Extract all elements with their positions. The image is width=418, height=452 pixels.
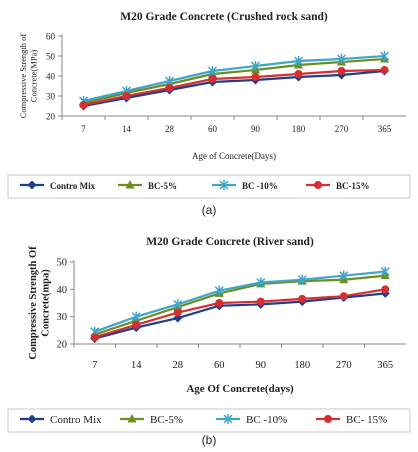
x-tick-label: 180 — [294, 360, 310, 371]
x-tick-label: 7 — [81, 124, 86, 134]
x-axis-label: Age Of Concrete(days) — [186, 383, 294, 395]
x-tick-label: 28 — [165, 124, 175, 134]
x-tick-label: 14 — [122, 124, 132, 134]
chart-title: M20 Grade Concrete (River sand) — [146, 236, 314, 248]
x-tick-label: 60 — [208, 124, 218, 134]
y-axis-label: Compressive Strength Of Concrete(mpa) — [28, 246, 52, 360]
legend-label: Contro Mix — [50, 181, 96, 191]
series-line — [94, 274, 386, 336]
data-point — [90, 333, 99, 342]
x-tick-label: 7 — [92, 360, 97, 371]
legend-label: BC -10% — [246, 414, 287, 426]
y-axis-label-line2: Concrete(MPa) — [29, 50, 39, 103]
series-line — [94, 288, 386, 339]
data-point — [208, 75, 217, 83]
x-tick-label: 365 — [378, 124, 392, 134]
series-line — [83, 57, 385, 105]
legend-label: Contro Mix — [50, 414, 102, 426]
data-point — [131, 311, 141, 322]
y-axis-label-line1: Compressive Strength Of — [28, 246, 39, 360]
data-point — [293, 56, 304, 66]
y-tick-label: 30 — [46, 92, 56, 102]
data-point — [339, 270, 349, 281]
data-point — [256, 277, 266, 288]
series-3 — [79, 66, 389, 109]
legend-label: BC- 15% — [346, 414, 387, 426]
data-point — [294, 70, 303, 78]
data-point — [298, 294, 307, 303]
x-axis-label: Age of Concrete(Days) — [192, 151, 276, 161]
x-tick-label: 28 — [173, 360, 184, 371]
legend-marker — [27, 414, 37, 424]
data-point — [380, 66, 389, 74]
data-point — [251, 73, 260, 81]
legend-marker — [127, 414, 137, 423]
data-point — [79, 101, 88, 109]
legend-marker — [223, 414, 233, 424]
y-axis-label: Compressive Strength ofConcrete(MPa) — [18, 34, 39, 119]
data-point — [379, 51, 390, 61]
series-line — [94, 270, 386, 333]
data-point — [173, 308, 182, 317]
data-point — [165, 84, 174, 92]
y-tick-label: 50 — [57, 258, 68, 269]
legend-box — [7, 408, 411, 433]
data-point — [297, 274, 307, 285]
x-tick-label: 180 — [292, 124, 306, 134]
series-3 — [90, 285, 390, 342]
y-axis-label-line1: Compressive Strength of — [18, 34, 28, 119]
data-point — [250, 61, 261, 71]
x-tick-label: 60 — [214, 360, 225, 371]
series-line — [94, 292, 386, 340]
series-line — [83, 54, 385, 103]
x-tick-label: 14 — [131, 360, 142, 371]
y-axis-label-line2: Concrete(mpa) — [41, 269, 52, 337]
data-point — [336, 54, 347, 64]
legend-label: BC-15% — [336, 181, 370, 191]
legend-marker — [314, 181, 322, 189]
data-point — [207, 66, 218, 76]
x-tick-label: 270 — [336, 360, 352, 371]
data-point — [132, 320, 141, 329]
data-point — [337, 67, 346, 75]
y-tick-label: 60 — [46, 32, 56, 42]
x-tick-label: 365 — [377, 360, 393, 371]
legend-label: BC-5% — [148, 181, 177, 191]
data-point — [381, 285, 390, 294]
data-point — [380, 266, 390, 277]
y-tick-label: 30 — [57, 312, 68, 323]
series-2 — [90, 266, 390, 337]
y-tick-label: 40 — [57, 285, 68, 296]
series-line — [83, 68, 385, 107]
panel-caption: (a) — [202, 203, 217, 217]
chart-a: M20 Grade Concrete (Crushed rock sand) 20… — [7, 11, 411, 217]
data-point — [215, 299, 224, 307]
y-tick-label: 20 — [46, 112, 56, 122]
legend-marker — [125, 180, 135, 189]
data-point — [339, 292, 348, 301]
legend-label: BC-5% — [150, 414, 183, 426]
x-tick-label: 90 — [251, 124, 261, 134]
legend-marker — [219, 180, 229, 190]
data-point — [256, 297, 265, 306]
y-tick-label: 50 — [46, 52, 56, 62]
legend-label: BC -10% — [242, 181, 278, 191]
legend-marker — [324, 415, 332, 423]
data-point — [214, 285, 224, 296]
x-tick-label: 270 — [335, 124, 349, 134]
legend-box — [7, 174, 411, 199]
chart-title: M20 Grade Concrete (Crushed rock sand) — [120, 11, 328, 23]
x-tick-label: 90 — [256, 360, 267, 371]
data-point — [173, 299, 183, 310]
series-line — [83, 69, 385, 108]
y-tick-label: 20 — [57, 340, 68, 351]
chart-b: M20 Grade Concrete (River sand) 20 30 40 50 7… — [7, 236, 411, 447]
panel-caption: (b) — [202, 433, 217, 447]
legend-marker — [27, 180, 37, 190]
y-tick-label: 40 — [46, 72, 56, 82]
data-point — [122, 92, 131, 100]
